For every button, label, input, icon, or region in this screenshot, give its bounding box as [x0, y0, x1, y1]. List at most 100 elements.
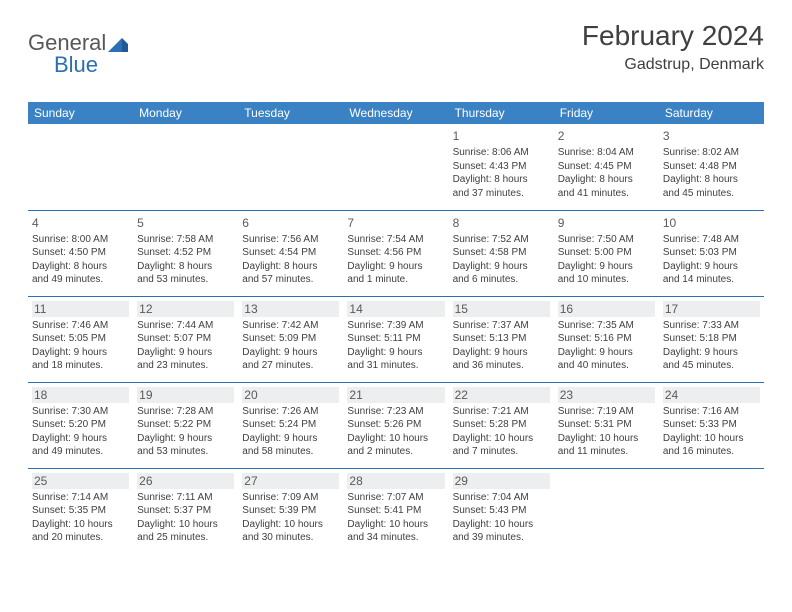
day-number: 27	[242, 473, 339, 489]
day-number: 11	[32, 301, 129, 317]
day-detail-line: Sunset: 5:35 PM	[32, 504, 129, 518]
day-detail-line: and 40 minutes.	[558, 359, 655, 373]
day-detail-line: Daylight: 8 hours	[137, 260, 234, 274]
location: Gadstrup, Denmark	[582, 56, 764, 74]
calendar-day-cell: 8Sunrise: 7:52 AMSunset: 4:58 PMDaylight…	[449, 210, 554, 296]
logo: General	[28, 20, 132, 56]
day-detail-line: Sunset: 4:43 PM	[453, 160, 550, 174]
day-detail-line: Sunrise: 8:02 AM	[663, 146, 760, 160]
day-detail-line: and 2 minutes.	[347, 445, 444, 459]
calendar-day-cell: 19Sunrise: 7:28 AMSunset: 5:22 PMDayligh…	[133, 382, 238, 468]
day-detail-line: and 30 minutes.	[242, 531, 339, 545]
day-detail-line: Daylight: 10 hours	[137, 518, 234, 532]
day-number: 6	[242, 215, 339, 231]
calendar-table: SundayMondayTuesdayWednesdayThursdayFrid…	[28, 102, 764, 554]
day-detail-line: Sunset: 5:16 PM	[558, 332, 655, 346]
day-detail-line: and 23 minutes.	[137, 359, 234, 373]
day-detail-line: Daylight: 9 hours	[242, 346, 339, 360]
header: General February 2024 Gadstrup, Denmark	[28, 20, 764, 74]
day-number: 3	[663, 128, 760, 144]
day-number: 1	[453, 128, 550, 144]
day-detail-line: Sunrise: 7:07 AM	[347, 491, 444, 505]
day-number: 28	[347, 473, 444, 489]
day-number: 4	[32, 215, 129, 231]
day-detail-line: and 41 minutes.	[558, 187, 655, 201]
weekday-header: Monday	[133, 102, 238, 124]
day-detail-line: Sunrise: 7:30 AM	[32, 405, 129, 419]
day-detail-line: and 6 minutes.	[453, 273, 550, 287]
day-detail-line: Sunrise: 7:58 AM	[137, 233, 234, 247]
day-detail-line: Sunset: 5:09 PM	[242, 332, 339, 346]
calendar-day-cell: 28Sunrise: 7:07 AMSunset: 5:41 PMDayligh…	[343, 468, 448, 554]
day-number: 24	[663, 387, 760, 403]
day-detail-line: Sunrise: 7:16 AM	[663, 405, 760, 419]
day-detail-line: and 34 minutes.	[347, 531, 444, 545]
day-detail-line: and 45 minutes.	[663, 187, 760, 201]
day-detail-line: Sunset: 5:37 PM	[137, 504, 234, 518]
day-detail-line: Daylight: 10 hours	[558, 432, 655, 446]
day-detail-line: and 31 minutes.	[347, 359, 444, 373]
calendar-day-cell: 27Sunrise: 7:09 AMSunset: 5:39 PMDayligh…	[238, 468, 343, 554]
day-detail-line: Daylight: 10 hours	[347, 432, 444, 446]
logo-text-blue: Blue	[54, 52, 98, 77]
day-detail-line: Daylight: 8 hours	[558, 173, 655, 187]
day-number: 26	[137, 473, 234, 489]
day-detail-line: and 37 minutes.	[453, 187, 550, 201]
day-detail-line: Sunset: 5:24 PM	[242, 418, 339, 432]
day-detail-line: Sunset: 5:33 PM	[663, 418, 760, 432]
month-title: February 2024	[582, 20, 764, 52]
day-detail-line: Daylight: 9 hours	[347, 346, 444, 360]
day-detail-line: Sunset: 5:31 PM	[558, 418, 655, 432]
day-detail-line: and 58 minutes.	[242, 445, 339, 459]
calendar-day-cell: 14Sunrise: 7:39 AMSunset: 5:11 PMDayligh…	[343, 296, 448, 382]
day-detail-line: and 36 minutes.	[453, 359, 550, 373]
weekday-header: Friday	[554, 102, 659, 124]
day-detail-line: Sunrise: 7:44 AM	[137, 319, 234, 333]
day-detail-line: and 16 minutes.	[663, 445, 760, 459]
day-detail-line: Daylight: 10 hours	[32, 518, 129, 532]
day-detail-line: Sunrise: 7:11 AM	[137, 491, 234, 505]
weekday-header: Saturday	[659, 102, 764, 124]
day-detail-line: Daylight: 8 hours	[32, 260, 129, 274]
day-detail-line: Sunset: 5:00 PM	[558, 246, 655, 260]
day-detail-line: Sunset: 5:28 PM	[453, 418, 550, 432]
calendar-body: 1Sunrise: 8:06 AMSunset: 4:43 PMDaylight…	[28, 124, 764, 554]
day-detail-line: Sunset: 4:50 PM	[32, 246, 129, 260]
day-detail-line: Sunrise: 7:56 AM	[242, 233, 339, 247]
calendar-header-row: SundayMondayTuesdayWednesdayThursdayFrid…	[28, 102, 764, 124]
day-detail-line: and 1 minute.	[347, 273, 444, 287]
day-detail-line: and 25 minutes.	[137, 531, 234, 545]
day-detail-line: Sunrise: 7:04 AM	[453, 491, 550, 505]
day-detail-line: Sunset: 5:41 PM	[347, 504, 444, 518]
day-detail-line: Sunset: 5:22 PM	[137, 418, 234, 432]
day-detail-line: and 14 minutes.	[663, 273, 760, 287]
day-detail-line: Daylight: 9 hours	[453, 260, 550, 274]
day-detail-line: Sunset: 5:26 PM	[347, 418, 444, 432]
calendar-day-cell: 12Sunrise: 7:44 AMSunset: 5:07 PMDayligh…	[133, 296, 238, 382]
day-detail-line: Sunset: 5:13 PM	[453, 332, 550, 346]
calendar-day-cell: 29Sunrise: 7:04 AMSunset: 5:43 PMDayligh…	[449, 468, 554, 554]
day-detail-line: Daylight: 9 hours	[663, 260, 760, 274]
day-number: 7	[347, 215, 444, 231]
calendar-day-cell: 2Sunrise: 8:04 AMSunset: 4:45 PMDaylight…	[554, 124, 659, 210]
day-detail-line: Sunrise: 7:09 AM	[242, 491, 339, 505]
day-detail-line: Sunset: 5:07 PM	[137, 332, 234, 346]
day-detail-line: Sunset: 5:11 PM	[347, 332, 444, 346]
calendar-day-cell: 25Sunrise: 7:14 AMSunset: 5:35 PMDayligh…	[28, 468, 133, 554]
day-detail-line: Sunrise: 7:54 AM	[347, 233, 444, 247]
day-number: 9	[558, 215, 655, 231]
weekday-header: Wednesday	[343, 102, 448, 124]
day-detail-line: Sunset: 5:03 PM	[663, 246, 760, 260]
day-detail-line: Daylight: 9 hours	[558, 346, 655, 360]
day-detail-line: Daylight: 8 hours	[453, 173, 550, 187]
day-detail-line: Sunset: 5:20 PM	[32, 418, 129, 432]
day-detail-line: Sunset: 5:43 PM	[453, 504, 550, 518]
day-detail-line: Sunset: 5:18 PM	[663, 332, 760, 346]
day-number: 18	[32, 387, 129, 403]
calendar-day-cell: 17Sunrise: 7:33 AMSunset: 5:18 PMDayligh…	[659, 296, 764, 382]
day-detail-line: Daylight: 9 hours	[137, 432, 234, 446]
day-detail-line: Sunset: 4:56 PM	[347, 246, 444, 260]
calendar-day-cell: 7Sunrise: 7:54 AMSunset: 4:56 PMDaylight…	[343, 210, 448, 296]
day-number: 12	[137, 301, 234, 317]
day-detail-line: and 53 minutes.	[137, 445, 234, 459]
